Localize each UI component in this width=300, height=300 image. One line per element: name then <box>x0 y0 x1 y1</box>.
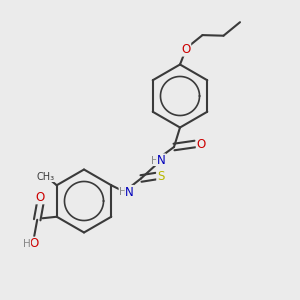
Text: O: O <box>196 137 206 151</box>
Text: CH₃: CH₃ <box>37 172 55 182</box>
Text: O: O <box>36 191 45 204</box>
Text: O: O <box>30 237 39 250</box>
Text: N: N <box>157 154 166 167</box>
Text: H: H <box>23 239 31 249</box>
Text: N: N <box>125 185 134 199</box>
Text: S: S <box>157 169 164 183</box>
Text: H: H <box>151 155 158 166</box>
Text: H: H <box>119 187 127 197</box>
Text: O: O <box>182 43 190 56</box>
